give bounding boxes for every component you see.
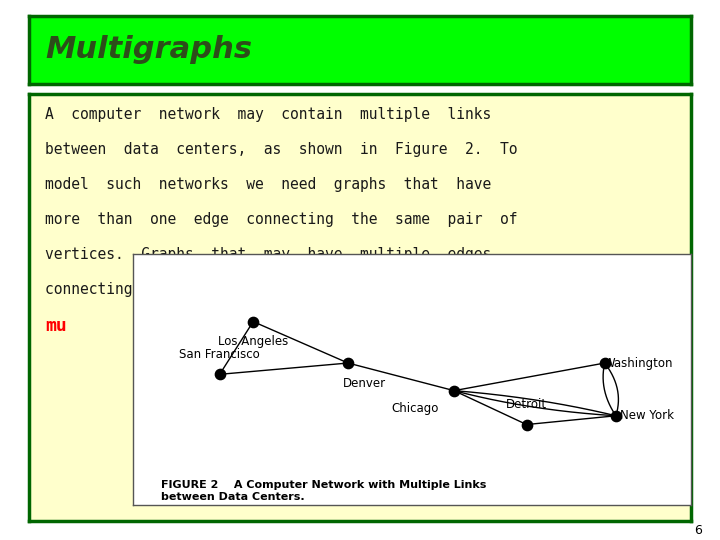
Point [248, 318, 259, 326]
Point [449, 386, 460, 395]
Point [610, 411, 621, 420]
Text: A  computer  network  may  contain  multiple  links: A computer network may contain multiple … [45, 107, 492, 122]
Text: more  than  one  edge  connecting  the  same  pair  of: more than one edge connecting the same p… [45, 212, 518, 227]
Text: Washington: Washington [603, 356, 673, 369]
Point [342, 359, 354, 367]
Text: Los Angeles: Los Angeles [218, 335, 288, 348]
Text: Multigraphs: Multigraphs [45, 36, 253, 64]
Text: San Francisco: San Francisco [179, 348, 260, 361]
Text: Chicago: Chicago [391, 402, 438, 415]
Text: FIGURE 2    A Computer Network with Multiple Links: FIGURE 2 A Computer Network with Multipl… [161, 480, 487, 490]
Point [214, 370, 225, 379]
Text: between Data Centers.: between Data Centers. [161, 492, 305, 502]
Text: mu: mu [45, 317, 67, 335]
Text: model  such  networks  we  need  graphs  that  have: model such networks we need graphs that … [45, 177, 492, 192]
Text: New York: New York [619, 409, 674, 422]
Point [599, 359, 611, 367]
Point [521, 420, 532, 429]
Text: vertices.  Graphs  that  may  have  multiple  edges: vertices. Graphs that may have multiple … [45, 247, 492, 262]
Text: between  data  centers,  as  shown  in  Figure  2.  To: between data centers, as shown in Figure… [45, 142, 518, 157]
Text: Denver: Denver [343, 377, 387, 390]
Text: 6: 6 [694, 524, 702, 537]
Text: connecting    the    same    vertices    are    called: connecting the same vertices are called [45, 282, 518, 297]
Text: Detroit: Detroit [506, 398, 547, 411]
